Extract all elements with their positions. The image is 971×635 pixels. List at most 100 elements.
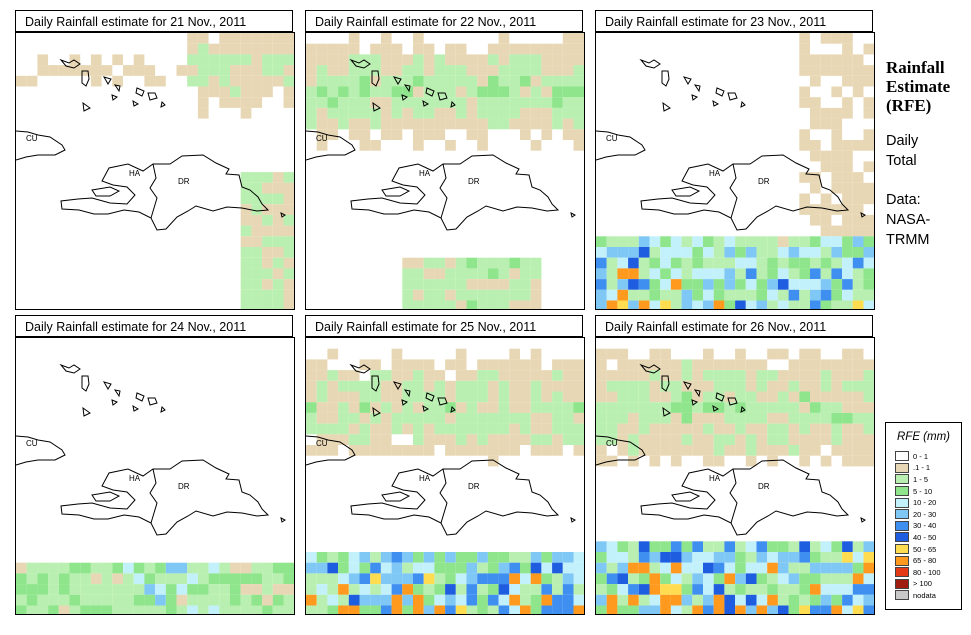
rainfall-cell [606,236,618,247]
rainfall-cell [606,434,618,445]
rainfall-cell [434,380,446,392]
rainfall-cell [144,75,156,87]
rainfall-cell [391,359,403,371]
rainfall-cell [240,204,252,215]
rainfall-cell [509,43,520,55]
rainfall-cell [703,541,714,552]
bahamas-island-coastline [712,404,720,412]
rainfall-cell [863,268,874,280]
rainfall-cell [240,97,252,108]
rainfall-cell [306,562,317,574]
rainfall-cell [283,289,294,301]
rainfall-cell [391,370,403,381]
rainfall-cell [788,257,800,269]
rainfall-cell [606,562,618,574]
rainfall-cell [434,605,446,614]
rainfall-cell [123,562,134,574]
rainfall-cell [391,412,403,424]
rainfall-cell [413,573,424,585]
rainfall-cell [777,289,789,301]
rainfall-cell [101,605,113,614]
rainfall-cell [316,140,328,151]
rainfall-cell [617,370,629,381]
rainfall-cell [402,391,413,403]
rainfall-cell [788,605,800,614]
bahamas-island-coastline [372,101,381,112]
rainfall-cell [638,279,650,290]
rainfall-cell [423,257,435,269]
rainfall-cell [48,584,59,595]
rainfall-cell [606,423,618,435]
rainfall-cell [306,391,317,403]
bahamas-island-coastline [662,406,671,417]
rainfall-cell [628,412,639,424]
rainfall-cell [842,279,853,290]
rainfall-cell [240,594,252,606]
rainfall-cell [670,573,682,585]
rainfall-cell [413,33,424,44]
rainfall-cell [745,370,757,381]
rainfall-cell [552,43,563,55]
rainfall-cell [338,573,349,585]
rainfall-cell [831,434,843,445]
rainfall-cell [391,129,403,140]
rainfall-cell [831,118,843,130]
rainfall-cell [413,402,424,413]
rainfall-cell [777,434,789,445]
rainfall-cell [155,605,166,614]
rainfall-cell [552,118,563,130]
rainfall-cell [820,204,832,215]
rainfall-cell [16,573,27,585]
bahamas-island-coastline [661,70,670,87]
rainfall-cell [327,573,339,585]
rainfall-cell [670,584,682,595]
rainfall-cell [799,359,810,371]
rainfall-cell [573,573,584,585]
rainfall-cell [197,97,209,108]
rainfall-cell [445,140,456,151]
rainfall-cell [262,573,273,585]
rainfall-cell [423,423,435,435]
rainfall-cell [144,584,156,595]
rainfall-cell [240,573,252,585]
bahamas-island-coastline [422,404,430,412]
rainfall-cell [391,86,403,98]
rainfall-cell [788,541,800,552]
rainfall-cell [660,257,671,269]
rainfall-cell [477,412,488,424]
rainfall-cell [359,584,371,595]
rainfall-cell [262,594,273,606]
rainfall-cell [831,161,843,173]
rainfall-cell [703,605,714,614]
rainfall-cell [434,300,446,309]
haiti-dr-border [439,163,448,219]
rainfall-cell [660,391,671,403]
rainfall-cell [831,225,843,237]
rainfall-cell [487,107,499,119]
rainfall-cell [262,75,273,87]
rainfall-cell [617,391,629,403]
rainfall-cell [338,97,349,108]
rainfall-cell [713,541,725,552]
rainfall-cell [541,129,553,140]
rainfall-cell [466,380,478,392]
rainfall-cell [552,423,563,435]
rainfall-cell [230,65,241,76]
gonave-island-coastline [91,186,121,197]
rainfall-cell [370,75,381,87]
rainfall-cell [445,434,456,445]
rainfall-cell [649,348,661,360]
rainfall-cell [756,541,768,552]
rainfall-cell [80,573,91,585]
rainfall-cell [552,391,563,403]
rainfall-cell [767,552,778,563]
rainfall-cell [735,236,746,247]
rainfall-cell [423,86,435,98]
rainfall-cell [391,97,403,108]
rainfall-cell [197,573,209,585]
rainfall-cell [338,423,349,435]
rainfall-cell [338,65,349,76]
rainfall-cell [842,584,853,595]
rainfall-cell [724,412,736,424]
rainfall-cell [777,594,789,606]
